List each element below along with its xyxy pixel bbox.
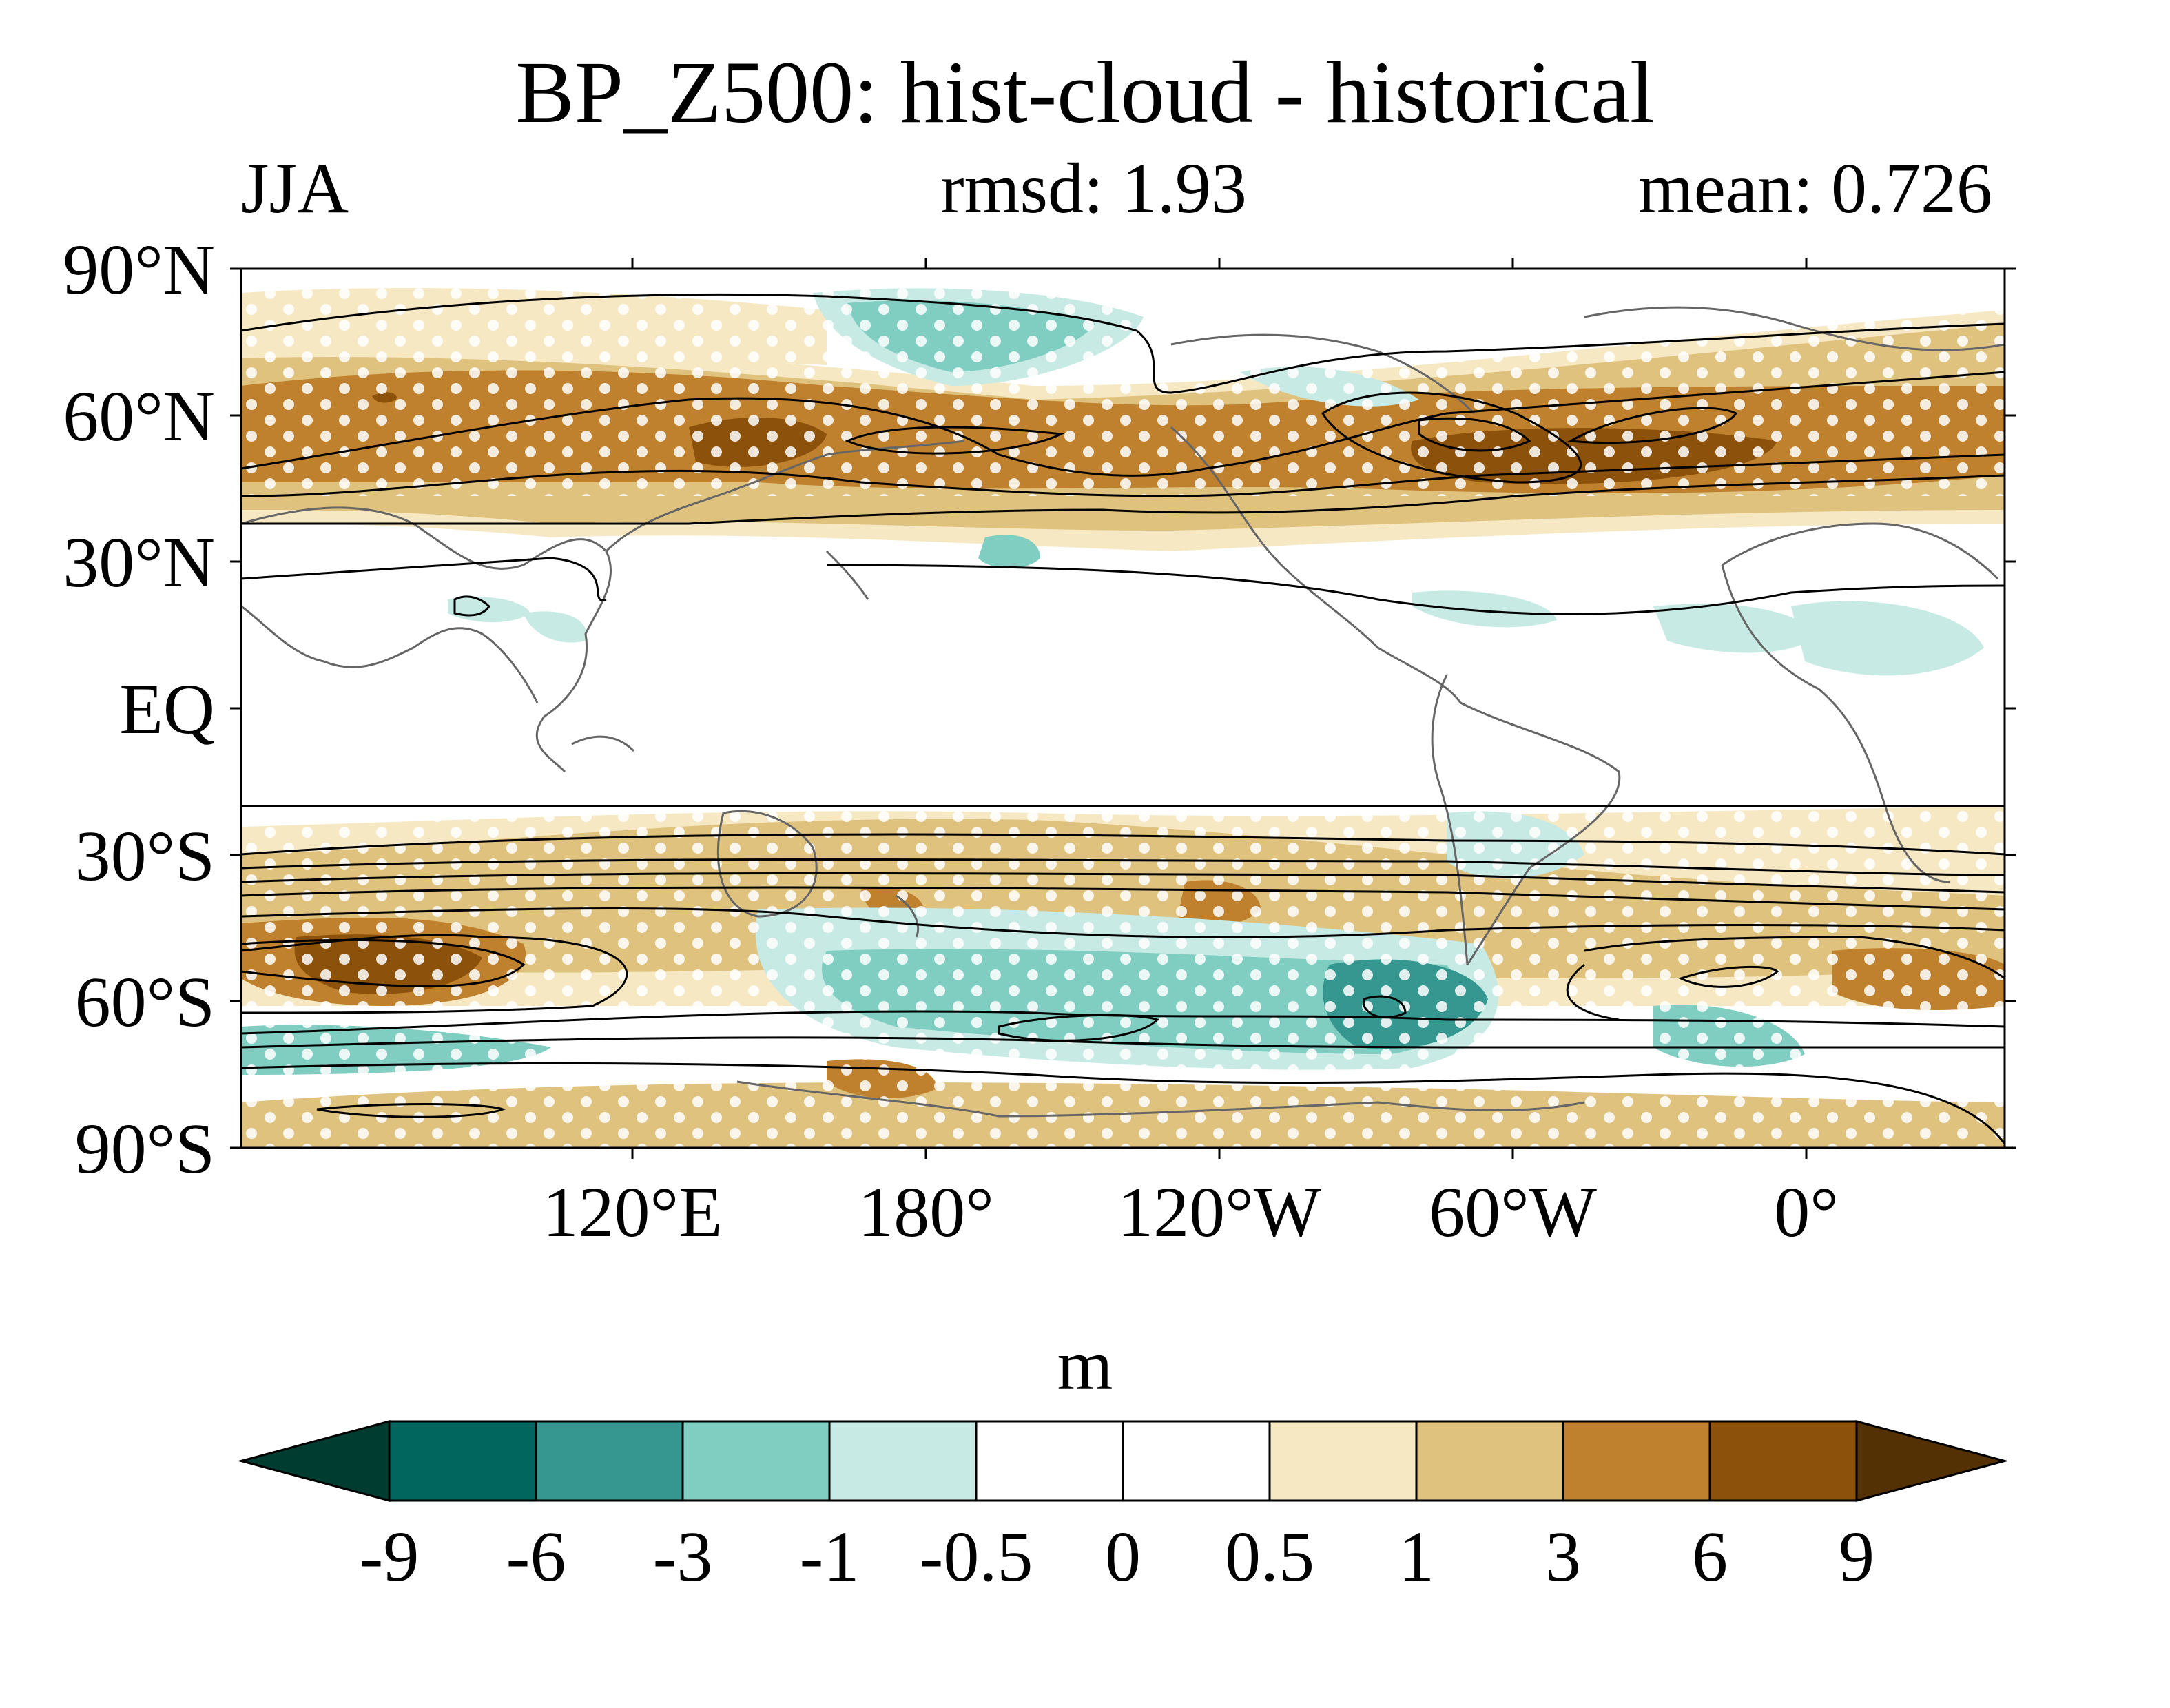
colorbar-box (1415, 1420, 1564, 1502)
colorbar-box (388, 1420, 537, 1502)
mean-label: mean: 0.726 (1637, 149, 1992, 228)
colorbar-box (1708, 1420, 1858, 1502)
colorbar-tick-label: 0 (1105, 1517, 1141, 1596)
lon-label-60w: 60°W (1429, 1173, 1597, 1252)
climatology-contours (241, 293, 2005, 1144)
colorbar-lower-extension (237, 1420, 391, 1502)
lon-ticks (631, 258, 1808, 1159)
colorbar-box (1268, 1420, 1418, 1502)
map-title: BP_Z500: hist-cloud - historical (515, 43, 1655, 141)
lat-label-90s: 90°S (74, 1109, 215, 1189)
colorbar-box (1122, 1420, 1271, 1502)
colorbar-box (1562, 1420, 1711, 1502)
colorbar-tick-label: -1 (799, 1517, 860, 1596)
colorbar-box (828, 1420, 978, 1502)
rmsd-label: rmsd: 1.93 (940, 149, 1247, 228)
colorbar (237, 1420, 2009, 1502)
colorbar-box (681, 1420, 831, 1502)
colorbar-tick-label: 0.5 (1225, 1517, 1314, 1596)
colorbar-tick-label: 9 (1839, 1517, 1874, 1596)
lon-label-0: 0° (1774, 1173, 1839, 1252)
lat-label-30s: 30°S (74, 816, 215, 896)
lat-label-90n: 90°N (63, 230, 215, 309)
colorbar-tick-label: 6 (1692, 1517, 1728, 1596)
colorbar-upper-extension (1855, 1420, 2009, 1502)
colorbar-box (975, 1420, 1124, 1502)
lat-label-60n: 60°N (63, 377, 215, 456)
lon-label-180: 180° (858, 1173, 994, 1252)
colorbar-tick-label: -3 (652, 1517, 713, 1596)
map-area (241, 269, 2005, 1148)
colorbar-tick-label: 1 (1398, 1517, 1434, 1596)
season-label: JJA (241, 149, 349, 228)
colorbar-tick-label: -0.5 (919, 1517, 1033, 1596)
lat-ticks (230, 267, 2016, 1149)
colorbar-tick-label: 3 (1545, 1517, 1581, 1596)
colorbar-units: m (1057, 1326, 1113, 1405)
colorbar-tick-label: -6 (506, 1517, 566, 1596)
sh-anomaly-band (241, 799, 2005, 1148)
lat-label-60s: 60°S (74, 963, 215, 1042)
colorbar-tick-label: -9 (359, 1517, 420, 1596)
nh-anomaly-band (241, 269, 2005, 676)
lat-label-30n: 30°N (63, 523, 215, 602)
lon-label-120w: 120°W (1117, 1173, 1321, 1252)
lat-label-eq: EQ (119, 670, 215, 749)
lon-label-120e: 120°E (542, 1173, 723, 1252)
colorbar-box (535, 1420, 684, 1502)
